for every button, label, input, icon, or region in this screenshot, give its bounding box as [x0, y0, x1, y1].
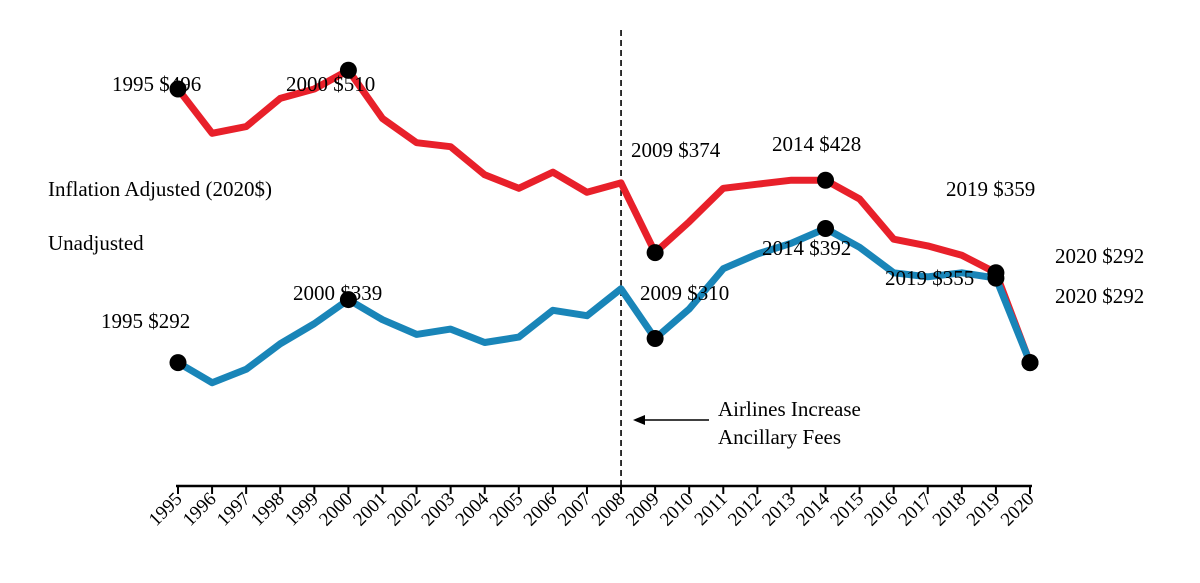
data-label-adj-2020: 2020 $292: [1055, 244, 1144, 268]
point-unadj-2020: [1021, 354, 1039, 372]
x-tick-label-2019: 2019: [963, 489, 1005, 531]
x-tick-label-2015: 2015: [826, 489, 868, 531]
x-tick-label-2010: 2010: [656, 489, 698, 531]
point-unadj-2019: [987, 269, 1005, 287]
x-tick-label-2001: 2001: [349, 489, 391, 531]
x-tick-label-1995: 1995: [145, 489, 187, 531]
x-tick-label-2020: 2020: [997, 489, 1039, 531]
x-tick-label-2003: 2003: [417, 489, 459, 531]
x-axis-ticks: 1995199619971998199920002001200220032004…: [145, 486, 1039, 530]
series-label-adjusted: Inflation Adjusted (2020$): [48, 177, 272, 201]
event-label-line2: Ancillary Fees: [718, 425, 841, 449]
point-adj-2000: [339, 61, 357, 79]
point-adj-2014: [817, 171, 835, 189]
series-line-unadjusted: [174, 225, 1034, 387]
event-label-line1: Airlines Increase: [718, 397, 861, 421]
point-unadj-2009: [646, 329, 664, 347]
data-label-unadj-1995: 1995 $292: [101, 309, 190, 333]
point-unadj-2000: [339, 291, 357, 309]
point-unadj-1995: [169, 354, 187, 372]
data-label-adj-2014: 2014 $428: [772, 132, 861, 156]
x-tick-label-2004: 2004: [452, 488, 494, 530]
x-tick-label-2013: 2013: [758, 489, 800, 531]
x-tick-label-2002: 2002: [383, 489, 425, 531]
point-unadj-2014: [817, 219, 835, 237]
x-tick-label-2006: 2006: [520, 489, 562, 531]
x-tick-label-2005: 2005: [486, 489, 528, 531]
x-tick-label-1997: 1997: [213, 489, 255, 531]
x-tick-label-2014: 2014: [792, 488, 834, 530]
data-label-unadj-2019: 2019 $355: [885, 266, 974, 290]
series-line-inflation-adjusted: [174, 66, 1034, 367]
data-label-adj-2009: 2009 $374: [631, 138, 721, 162]
data-label-unadj-2009: 2009 $310: [640, 281, 729, 305]
x-tick-label-2008: 2008: [588, 489, 630, 531]
highlight-points: [169, 61, 1039, 372]
point-adj-1995: [169, 80, 187, 98]
data-label-unadj-2000: 2000 $339: [293, 281, 382, 305]
x-tick-label-2012: 2012: [724, 489, 766, 531]
x-tick-label-2016: 2016: [860, 489, 902, 531]
point-adj-2009: [646, 244, 664, 262]
data-label-adj-2000: 2000 $510: [286, 72, 375, 96]
data-label-adj-2019: 2019 $359: [946, 177, 1035, 201]
x-tick-label-2011: 2011: [691, 489, 732, 530]
data-label-unadj-2014: 2014 $392: [762, 236, 851, 260]
x-tick-label-2000: 2000: [315, 489, 357, 531]
x-tick-label-1996: 1996: [179, 489, 221, 531]
x-tick-label-2009: 2009: [622, 489, 664, 531]
x-tick-label-1998: 1998: [247, 489, 289, 531]
x-tick-label-2017: 2017: [895, 489, 937, 531]
data-label-adj-1995: 1995 $496: [112, 72, 201, 96]
x-tick-label-1999: 1999: [281, 489, 323, 531]
data-label-unadj-2020: 2020 $292: [1055, 284, 1144, 308]
event-arrow: [633, 415, 709, 425]
x-tick-label-2007: 2007: [554, 489, 596, 531]
series-label-unadjusted: Unadjusted: [48, 231, 144, 255]
x-tick-label-2018: 2018: [929, 489, 971, 531]
